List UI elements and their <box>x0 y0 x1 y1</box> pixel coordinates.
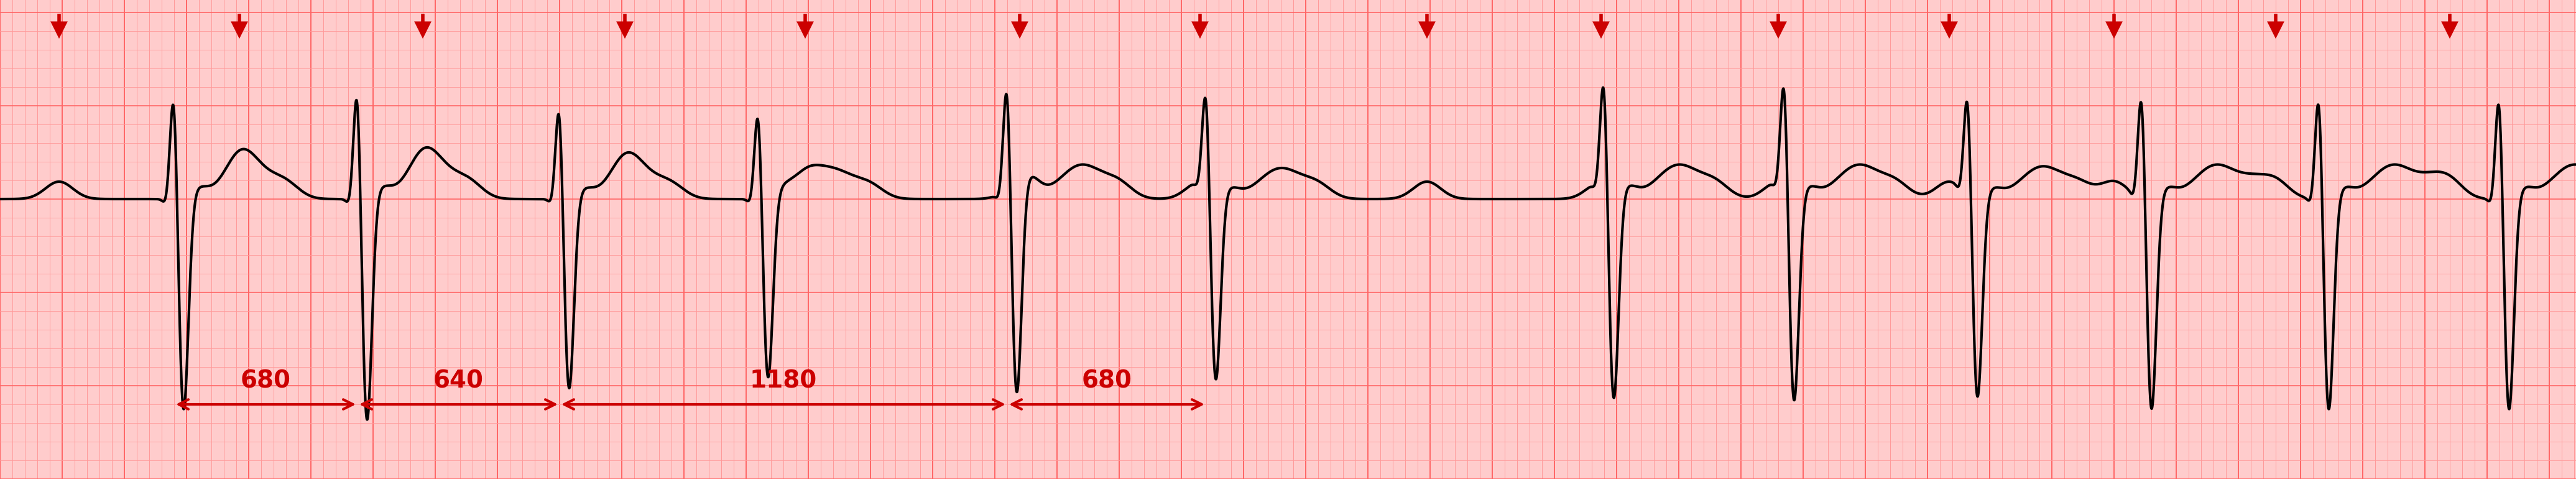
Text: 680: 680 <box>240 369 291 392</box>
Text: 1180: 1180 <box>750 369 817 392</box>
Text: 640: 640 <box>433 369 484 392</box>
Text: 680: 680 <box>1082 369 1131 392</box>
